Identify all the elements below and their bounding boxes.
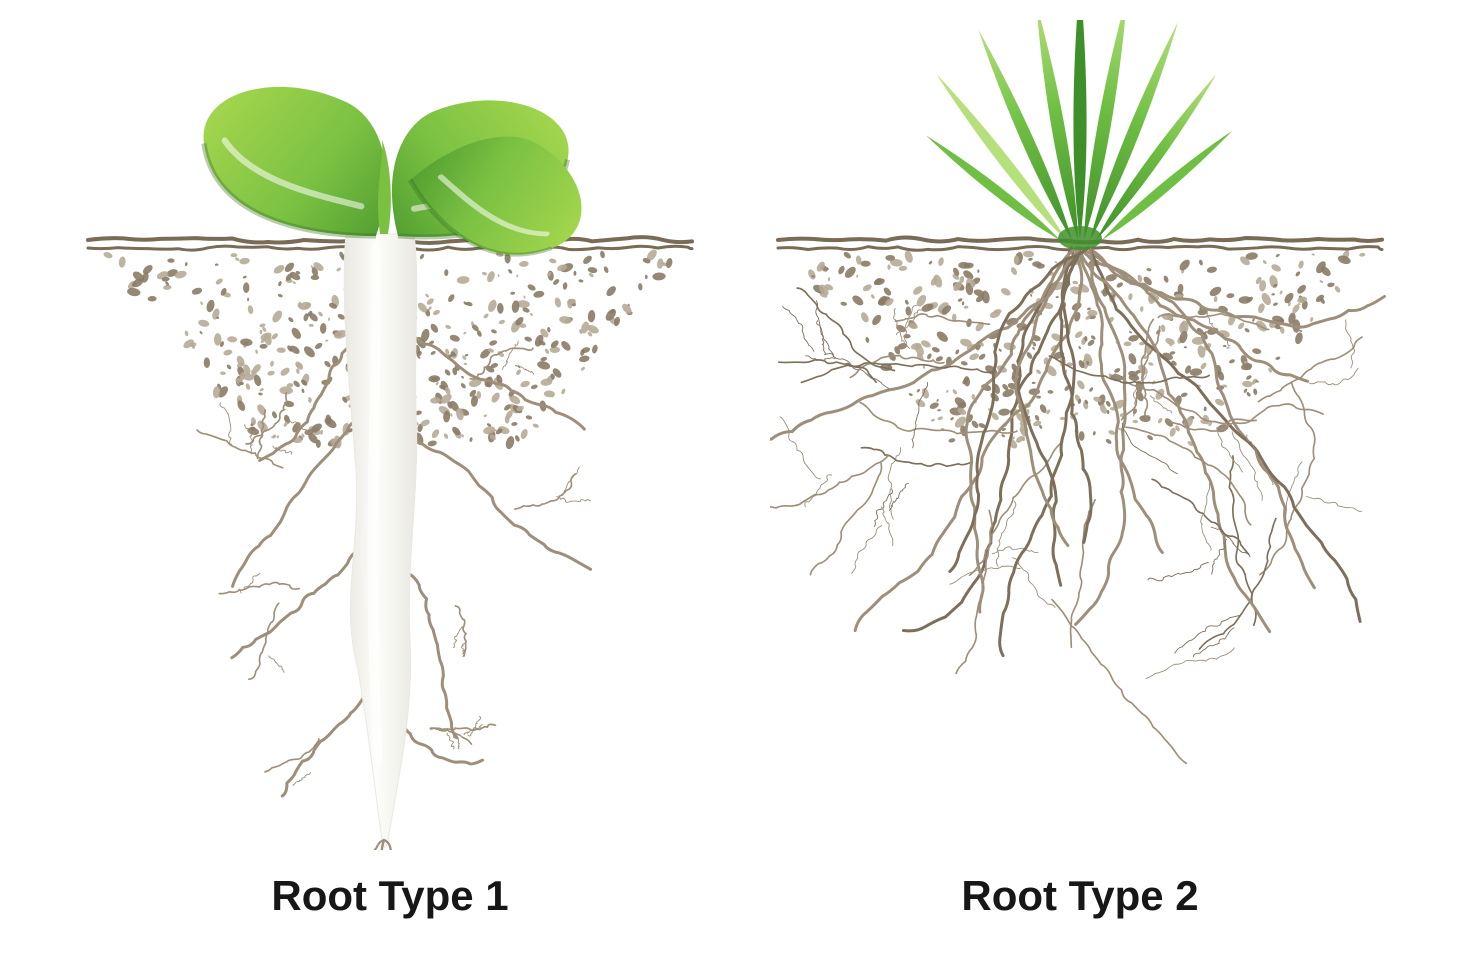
- fibrous-svg: [770, 20, 1390, 850]
- fibrous-roots: [770, 248, 1384, 763]
- panel-root-type-2: Root Type 2: [770, 20, 1390, 920]
- taproot-svg: [80, 20, 700, 850]
- root-types-diagram: Root Type 1 Root Type 2: [0, 0, 1470, 980]
- panel-caption: Root Type 2: [770, 872, 1390, 920]
- grass-blades: [923, 20, 1235, 250]
- panel-root-type-1: Root Type 1: [80, 20, 700, 920]
- panel-caption: Root Type 1: [80, 872, 700, 920]
